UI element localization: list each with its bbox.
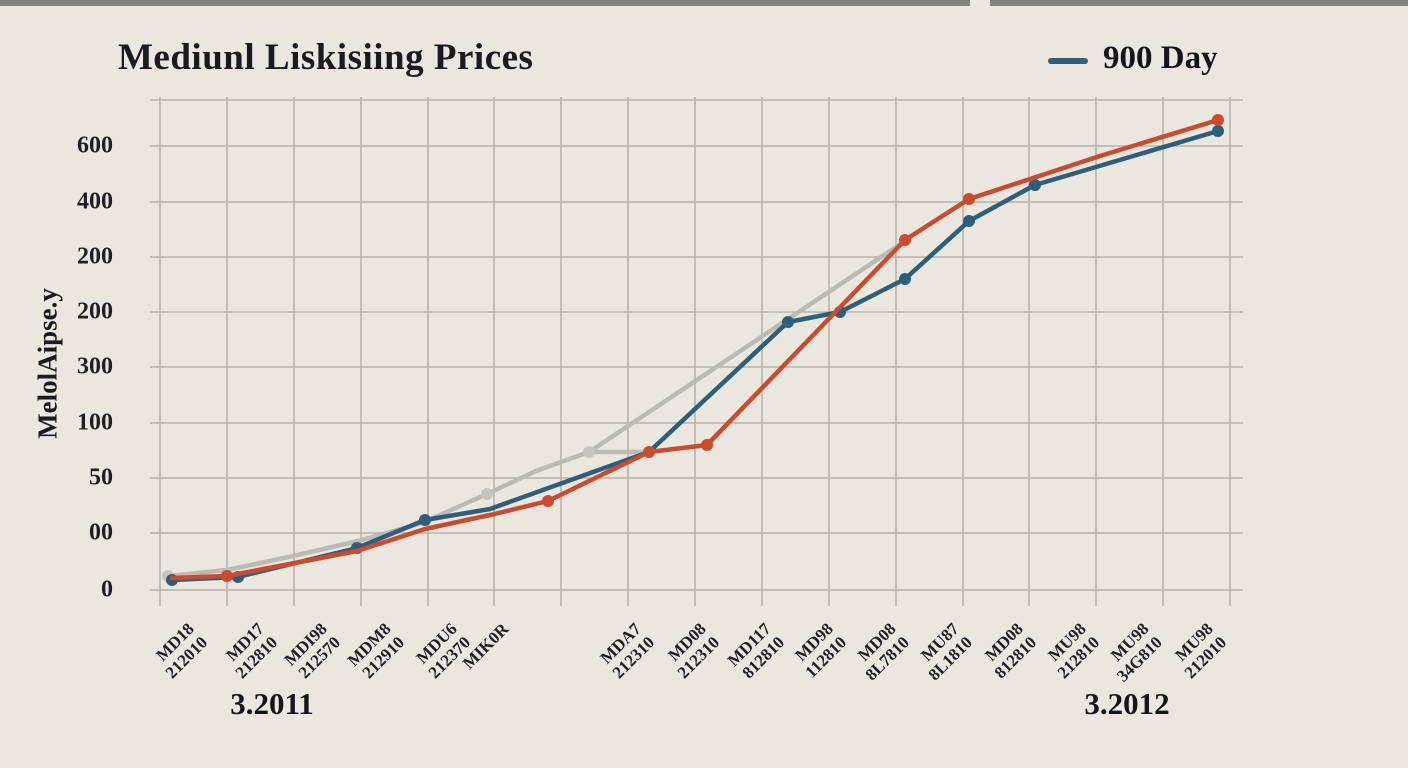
series-line-gray-trend (165, 238, 908, 579)
y-tick-label: 300 (77, 353, 113, 380)
y-tick-label: 600 (77, 132, 113, 159)
legend-label: 900 Day (1103, 40, 1218, 76)
series-marker-900-day-blue (1212, 125, 1224, 137)
chart-title: Mediunl Liskisiing Prices (118, 37, 534, 78)
y-tick-label: 400 (77, 188, 113, 215)
series-marker-900-day-blue (963, 215, 975, 227)
x-axis-year-right: 3.2012 (1084, 686, 1170, 721)
legend: 900 Day (1048, 40, 1218, 77)
series-marker-900-day-blue (1029, 179, 1041, 191)
series-marker-900-day-blue (419, 514, 431, 526)
series-marker-gray-trend (583, 446, 595, 458)
series-marker-red-series (542, 495, 554, 507)
top-border-strip-right (990, 0, 1408, 6)
top-border-strip-left (0, 0, 970, 6)
y-tick-label: 50 (89, 464, 113, 491)
series-marker-red-series (701, 439, 713, 451)
y-tick-label: 200 (77, 243, 113, 270)
series-marker-red-series (1212, 114, 1224, 126)
series-marker-red-series (643, 446, 655, 458)
series-marker-900-day-blue (899, 273, 911, 285)
y-tick-label: 100 (77, 409, 113, 436)
series-marker-red-series (221, 570, 233, 582)
series-marker-900-day-blue (782, 316, 794, 328)
legend-line-swatch (1048, 57, 1088, 64)
series-marker-gray-trend (481, 488, 493, 500)
x-axis-year-left: 3.2011 (230, 686, 314, 721)
series-marker-red-series (899, 234, 911, 246)
series-marker-red-series (963, 193, 975, 205)
y-tick-label: 200 (77, 298, 113, 325)
y-tick-label: 0 (101, 576, 113, 603)
y-tick-label: 00 (89, 519, 113, 546)
